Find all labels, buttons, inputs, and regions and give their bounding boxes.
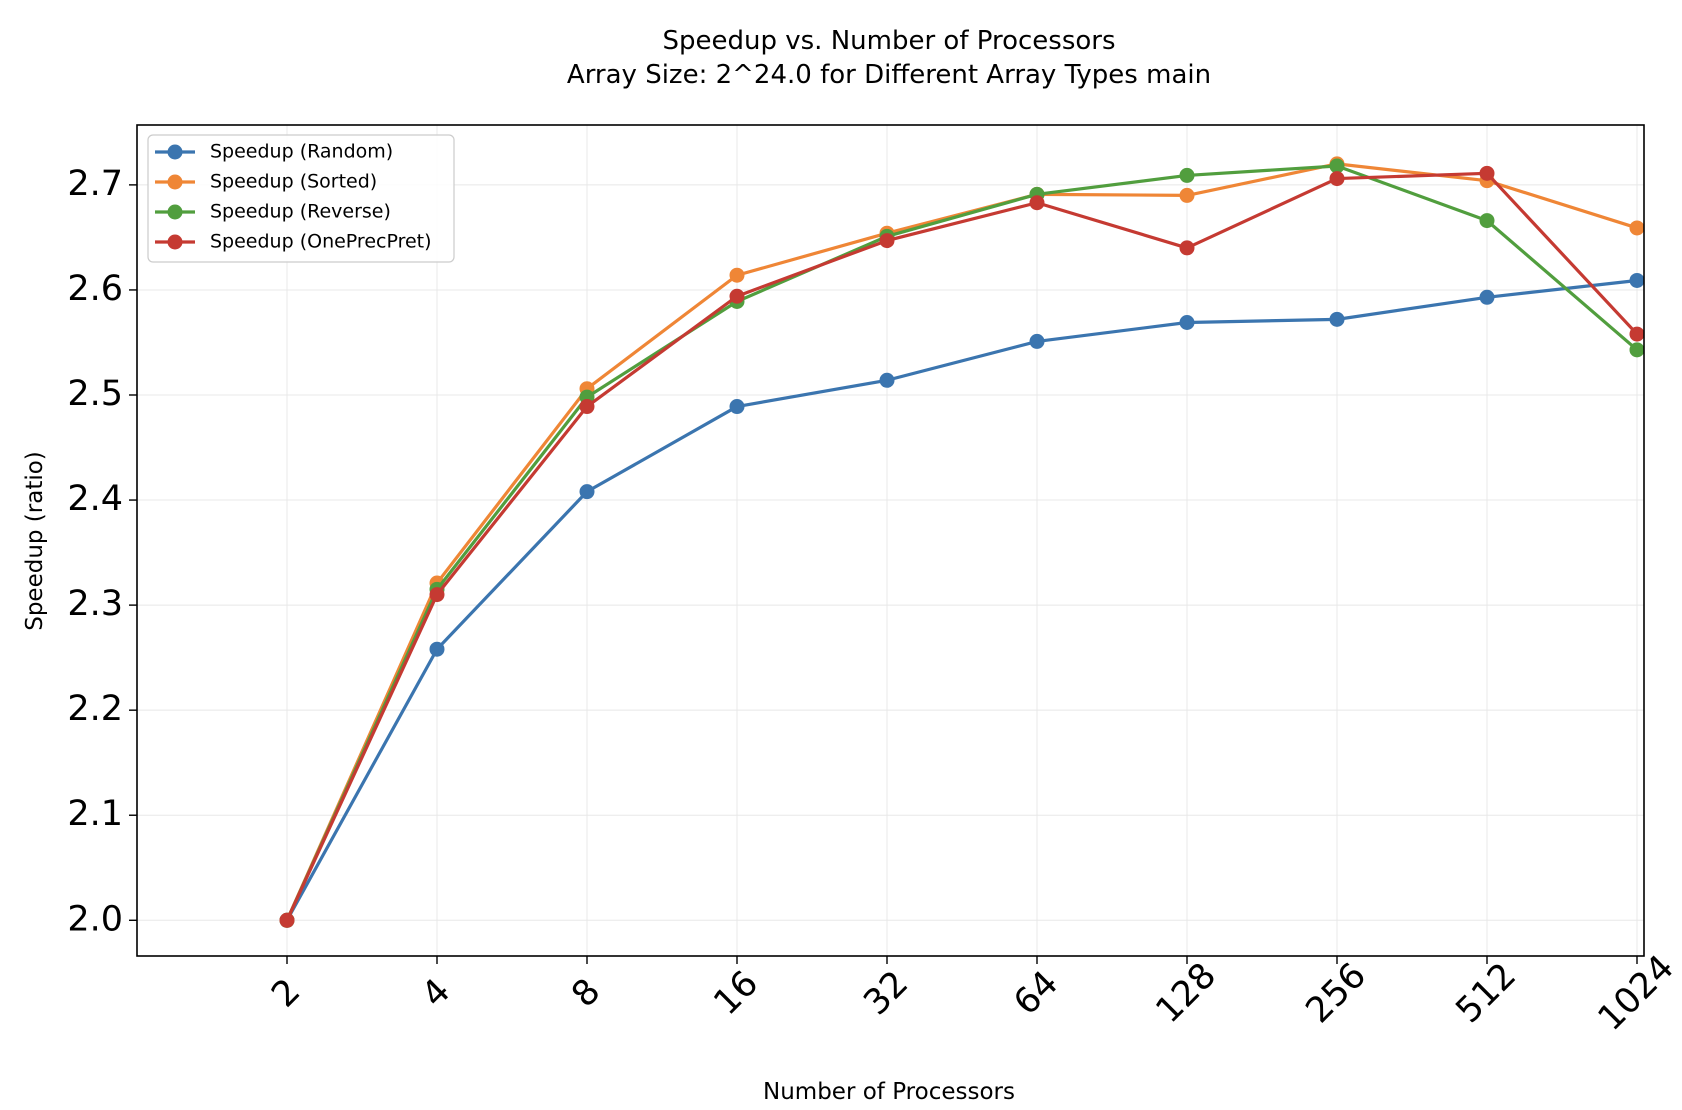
data-point: [1329, 171, 1345, 187]
data-point: [1629, 326, 1645, 342]
data-point: [579, 399, 595, 415]
data-point: [729, 288, 745, 304]
series-line: [285, 164, 1639, 921]
data-point: [1029, 195, 1045, 211]
legend-marker: [167, 234, 183, 250]
y-tick-label: 2.6: [67, 269, 123, 309]
data-point: [1629, 220, 1645, 236]
plot-frame: [136, 124, 1645, 957]
data-point: [279, 912, 295, 928]
data-point: [1179, 167, 1195, 183]
data-point: [1329, 158, 1345, 174]
data-point: [1629, 342, 1645, 358]
data-point: [429, 641, 445, 657]
y-tick-label: 2.3: [67, 584, 123, 624]
legend-label: Speedup (Sorted): [210, 171, 377, 193]
legend-label: Speedup (Reverse): [210, 201, 391, 223]
y-tick-label: 2.1: [67, 794, 123, 834]
y-axis-ticks: 2.0 2.1 2.2 2.3 2.4 2.5 2.6 2.7: [67, 164, 137, 939]
series-line: [285, 278, 1638, 922]
y-tick-label: 2.4: [67, 479, 123, 519]
y-tick-label: 2.0: [67, 899, 123, 939]
legend-marker: [167, 204, 183, 220]
legend-marker: [167, 144, 183, 160]
y-tick-label: 2.2: [67, 689, 123, 729]
data-point: [1179, 315, 1195, 331]
series-line: [285, 171, 1639, 921]
chart-legend: Speedup (Random) Speedup (Sorted) Speedup …: [147, 134, 455, 263]
legend-label: Speedup (OnePrecPret): [210, 231, 432, 253]
grid-lines: [137, 125, 1644, 956]
legend-marker: [167, 174, 183, 190]
data-point: [429, 587, 445, 603]
data-point: [879, 372, 895, 388]
legend-box: [147, 134, 455, 263]
data-point: [1329, 311, 1345, 327]
legend-label: Speedup (Random): [210, 141, 393, 163]
y-tick-label: 2.5: [67, 374, 123, 414]
data-point: [1479, 165, 1495, 181]
y-tick-label: 2.7: [67, 164, 123, 204]
data-point: [1479, 213, 1495, 229]
data-point: [579, 484, 595, 500]
y-axis-label: Speedup (ratio): [22, 451, 48, 631]
data-point: [1179, 240, 1195, 256]
data-point: [1629, 272, 1645, 288]
data-point: [729, 399, 745, 415]
x-axis-label: Number of Processors: [763, 1079, 1015, 1105]
plot-series: [279, 156, 1645, 928]
data-point: [729, 267, 745, 283]
data-point: [879, 233, 895, 249]
data-point: [1179, 187, 1195, 203]
legend-entries: Speedup (Random) Speedup (Sorted) Speedup …: [155, 141, 432, 253]
series-speedup-oneprecpret: [279, 165, 1645, 928]
chart-title: Speedup vs. Number of Processors: [662, 26, 1115, 56]
data-point: [1029, 333, 1045, 349]
data-point: [1479, 289, 1495, 305]
chart-subtitle: Array Size: 2^24.0 for Different Array T…: [567, 60, 1211, 90]
